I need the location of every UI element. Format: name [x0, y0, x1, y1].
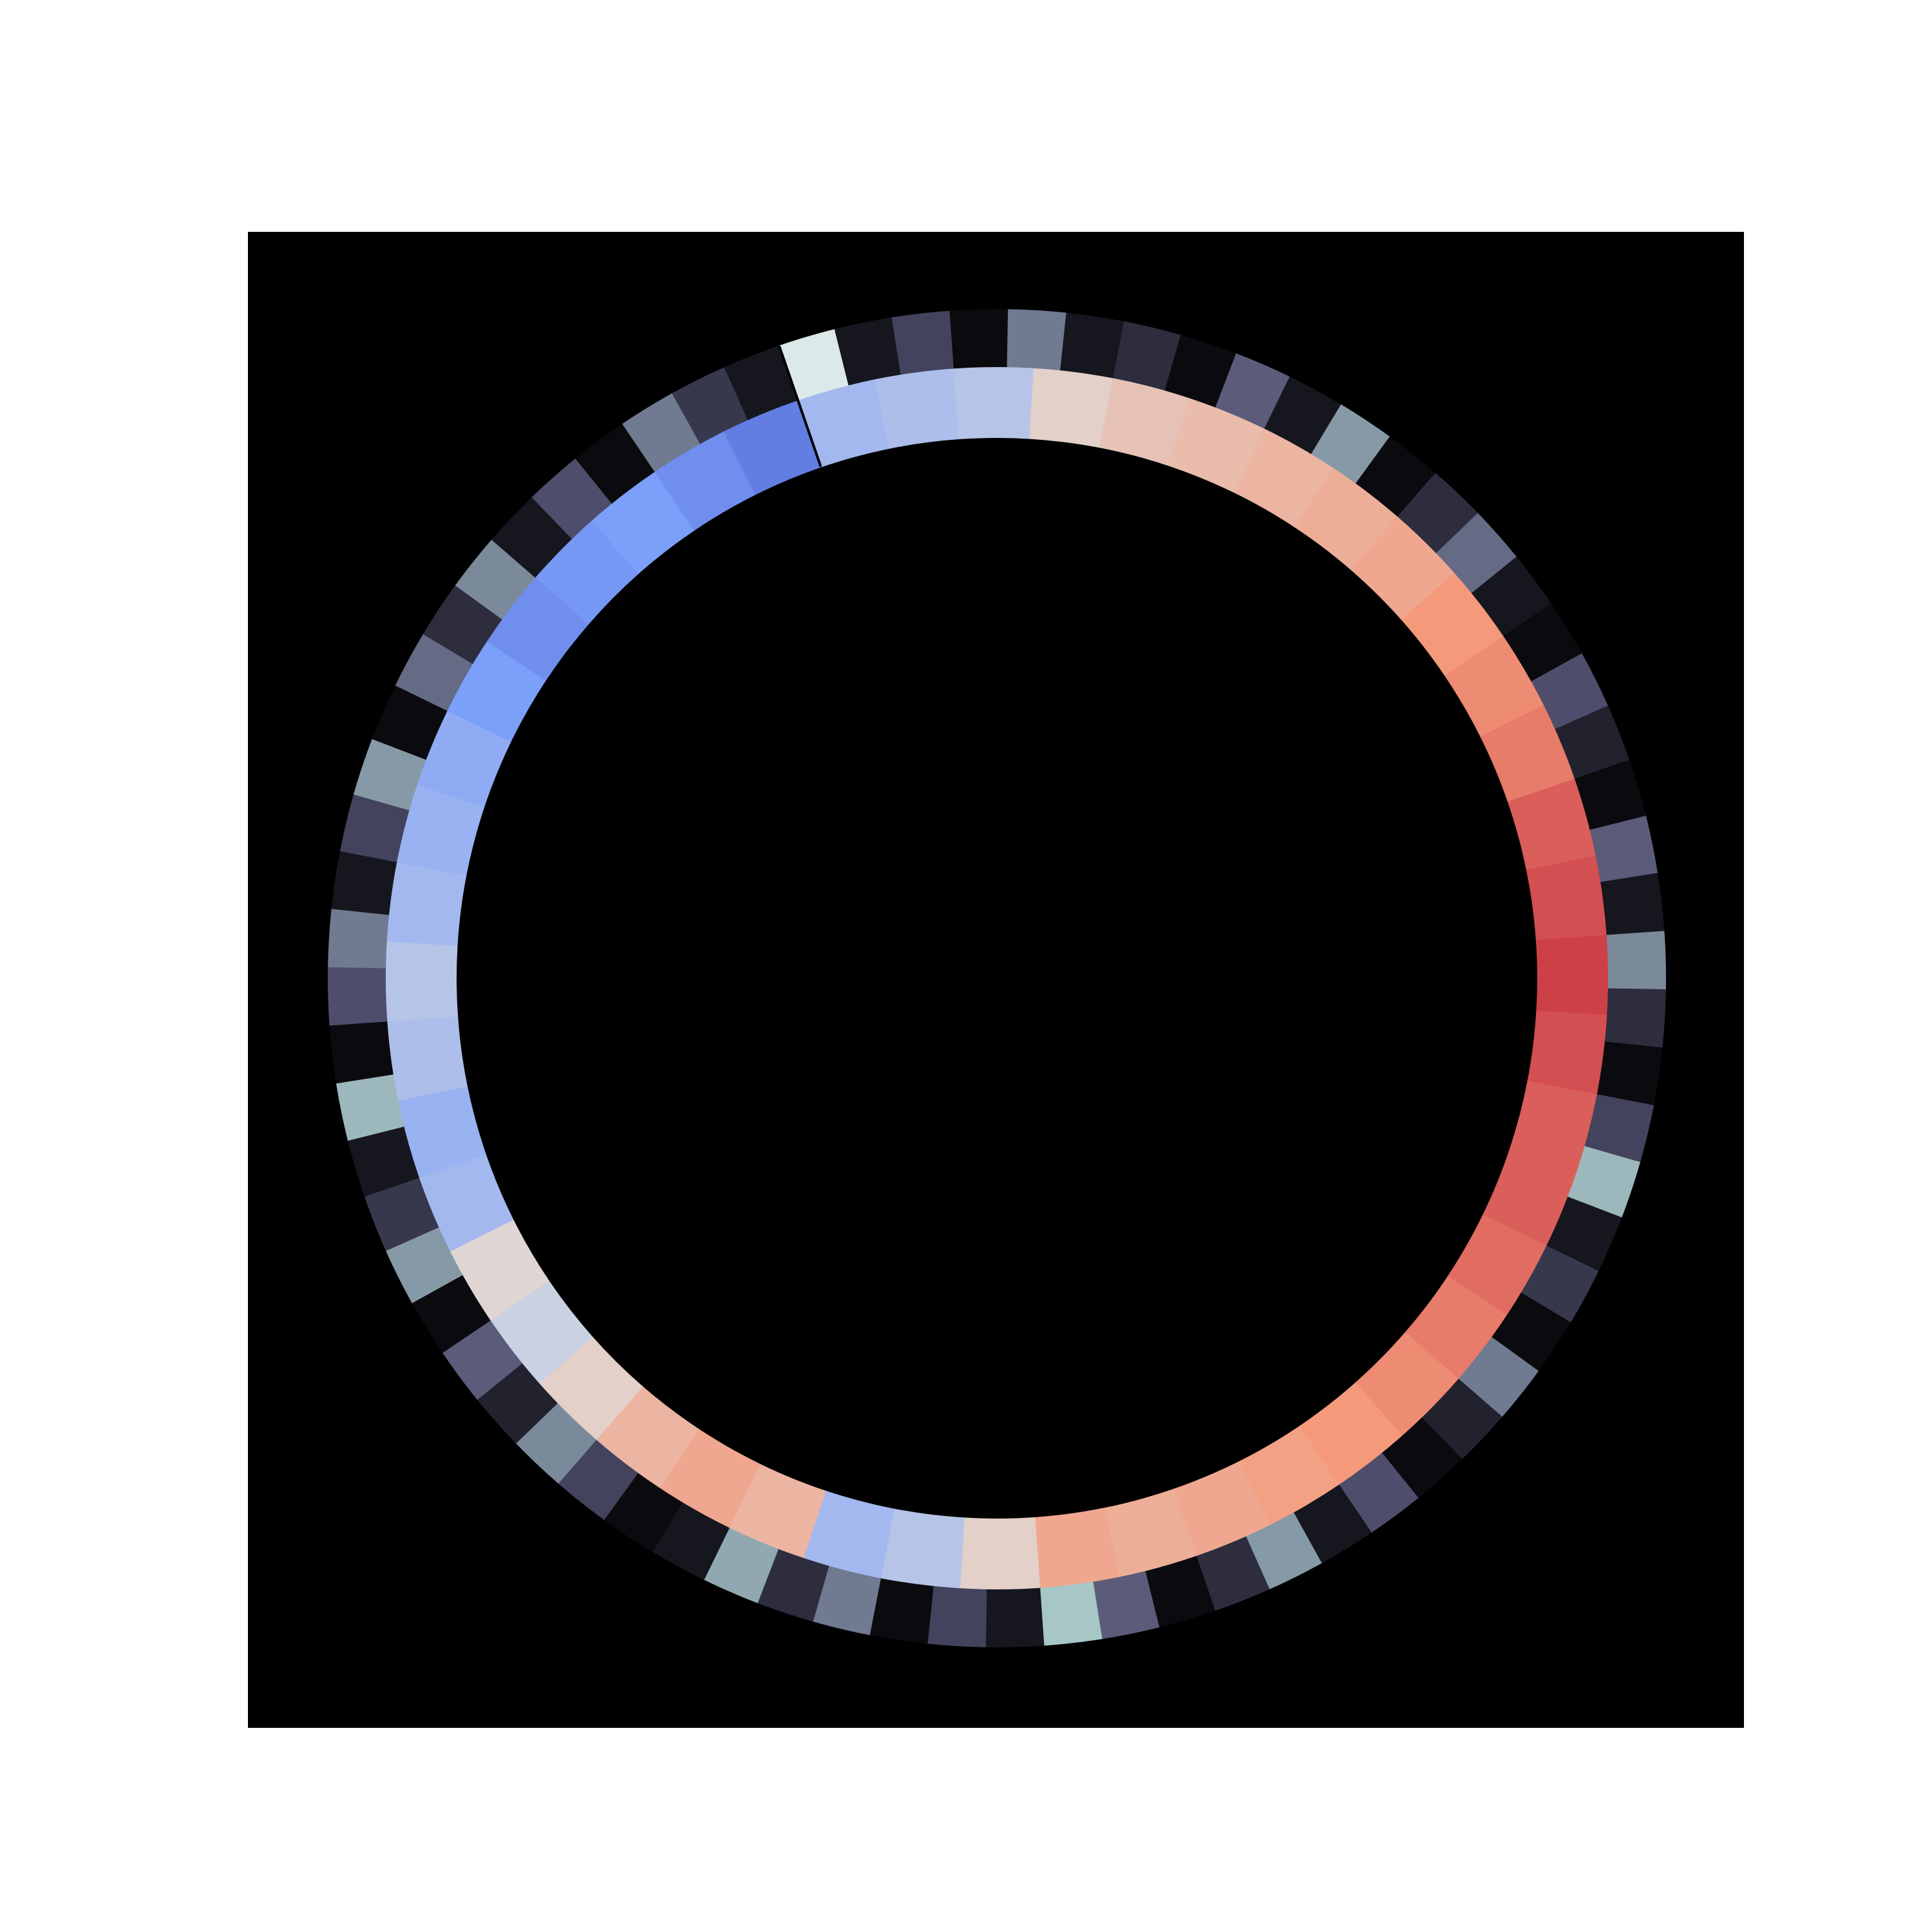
heat-cell [329, 1020, 393, 1084]
seam [778, 345, 822, 468]
heat-cell [958, 1517, 1041, 1592]
heat-cell [1007, 309, 1068, 371]
heat-cell [1604, 988, 1666, 1049]
heat-cell [891, 310, 955, 375]
heat-cell [1600, 873, 1665, 936]
heat-cell [1606, 931, 1666, 991]
heat-cell [1527, 1010, 1610, 1096]
heat-cell [383, 940, 459, 1022]
heat-cell [328, 907, 390, 969]
heat-cell [874, 366, 960, 450]
polar-plot [328, 309, 1666, 1647]
heat-cell [1034, 1507, 1120, 1591]
heat-cell [384, 860, 467, 946]
heat-cell [949, 309, 1010, 369]
heat-cell [984, 1587, 1045, 1647]
heat-cell [1029, 365, 1115, 448]
heat-cell [879, 1508, 965, 1591]
heat-cell [1039, 1582, 1103, 1646]
heat-cell [384, 1015, 468, 1101]
plot-background [248, 232, 1744, 1728]
heat-cell [1526, 855, 1609, 942]
heat-cell [1535, 934, 1611, 1017]
heat-cell [328, 965, 388, 1026]
heat-cell [926, 1586, 987, 1647]
heat-cell [953, 365, 1036, 440]
